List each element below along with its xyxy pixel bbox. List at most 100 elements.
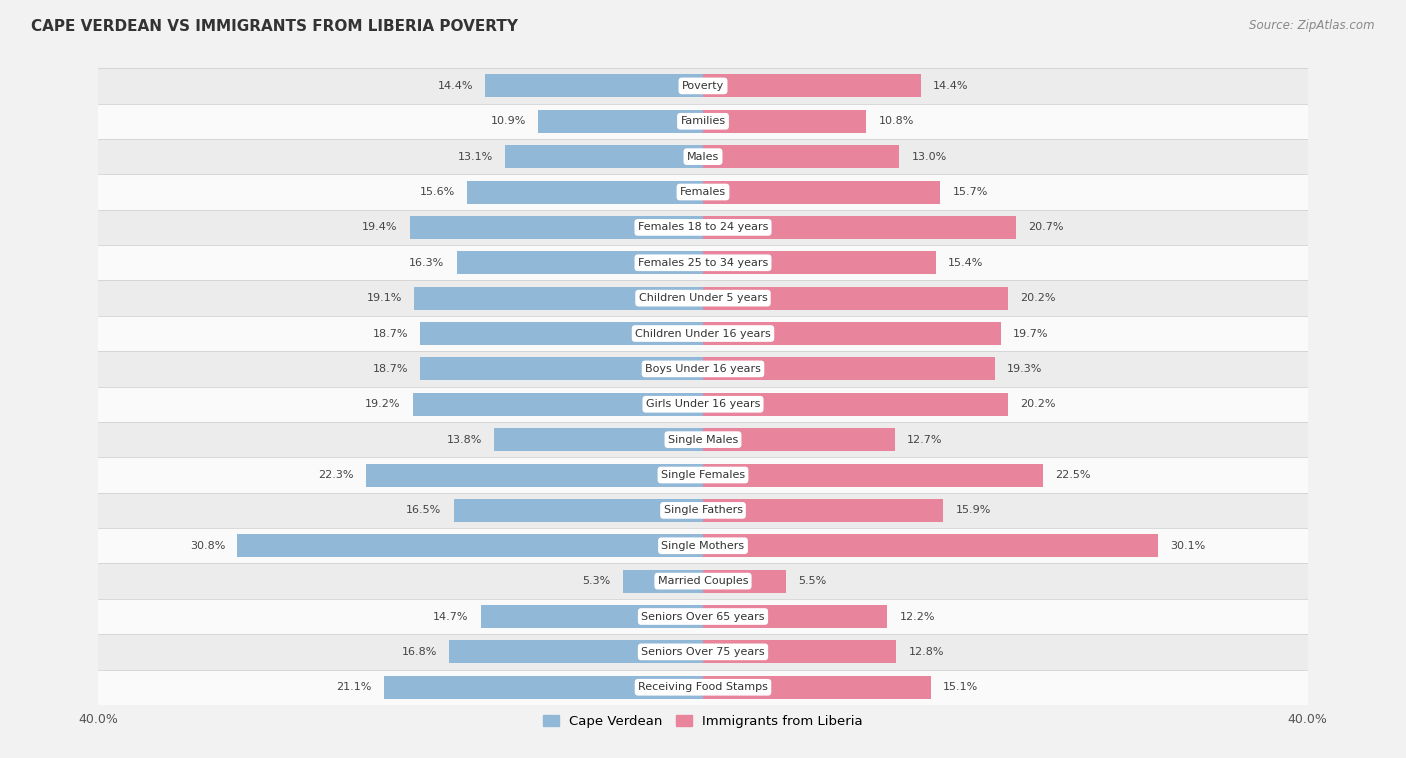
- Text: 12.2%: 12.2%: [900, 612, 935, 622]
- Bar: [703, 145, 900, 168]
- Bar: [454, 499, 703, 522]
- Bar: [481, 605, 703, 628]
- Text: 18.7%: 18.7%: [373, 328, 408, 339]
- Text: Receiving Food Stamps: Receiving Food Stamps: [638, 682, 768, 692]
- Bar: [98, 599, 1308, 634]
- Bar: [703, 464, 1043, 487]
- Text: 18.7%: 18.7%: [373, 364, 408, 374]
- Text: 21.1%: 21.1%: [336, 682, 373, 692]
- Bar: [238, 534, 703, 557]
- Bar: [98, 210, 1308, 245]
- Bar: [415, 287, 703, 310]
- Bar: [98, 493, 1308, 528]
- Text: 20.7%: 20.7%: [1028, 222, 1063, 233]
- Text: 13.8%: 13.8%: [447, 434, 482, 445]
- Text: Males: Males: [688, 152, 718, 161]
- Text: 19.2%: 19.2%: [366, 399, 401, 409]
- Bar: [703, 216, 1017, 239]
- Text: Females 25 to 34 years: Females 25 to 34 years: [638, 258, 768, 268]
- Bar: [703, 428, 896, 451]
- Bar: [485, 74, 703, 97]
- Text: 13.1%: 13.1%: [458, 152, 494, 161]
- Text: Seniors Over 65 years: Seniors Over 65 years: [641, 612, 765, 622]
- Text: Females: Females: [681, 187, 725, 197]
- Bar: [98, 316, 1308, 351]
- Text: 30.1%: 30.1%: [1170, 540, 1205, 551]
- Bar: [703, 676, 931, 699]
- Bar: [98, 245, 1308, 280]
- Text: 15.6%: 15.6%: [420, 187, 456, 197]
- Text: Children Under 16 years: Children Under 16 years: [636, 328, 770, 339]
- Text: Boys Under 16 years: Boys Under 16 years: [645, 364, 761, 374]
- Text: 14.4%: 14.4%: [437, 81, 474, 91]
- Bar: [98, 528, 1308, 563]
- Text: Single Mothers: Single Mothers: [661, 540, 745, 551]
- Text: 10.9%: 10.9%: [491, 116, 526, 127]
- Bar: [420, 358, 703, 381]
- Text: Girls Under 16 years: Girls Under 16 years: [645, 399, 761, 409]
- Bar: [98, 174, 1308, 210]
- Bar: [98, 280, 1308, 316]
- Legend: Cape Verdean, Immigrants from Liberia: Cape Verdean, Immigrants from Liberia: [537, 709, 869, 733]
- Text: 15.4%: 15.4%: [948, 258, 983, 268]
- Text: Single Fathers: Single Fathers: [664, 506, 742, 515]
- Bar: [703, 287, 1008, 310]
- Bar: [703, 322, 1001, 345]
- Text: 10.8%: 10.8%: [879, 116, 914, 127]
- Text: 22.3%: 22.3%: [318, 470, 354, 480]
- Text: 20.2%: 20.2%: [1021, 293, 1056, 303]
- Bar: [98, 457, 1308, 493]
- Text: 15.9%: 15.9%: [956, 506, 991, 515]
- Bar: [384, 676, 703, 699]
- Text: 14.7%: 14.7%: [433, 612, 468, 622]
- Text: 14.4%: 14.4%: [932, 81, 969, 91]
- Text: Single Females: Single Females: [661, 470, 745, 480]
- Bar: [703, 534, 1159, 557]
- Bar: [98, 387, 1308, 422]
- Bar: [703, 74, 921, 97]
- Bar: [98, 68, 1308, 104]
- Bar: [467, 180, 703, 204]
- Text: 16.3%: 16.3%: [409, 258, 444, 268]
- Text: 15.1%: 15.1%: [943, 682, 979, 692]
- Bar: [413, 393, 703, 415]
- Text: 12.7%: 12.7%: [907, 434, 942, 445]
- Text: Children Under 5 years: Children Under 5 years: [638, 293, 768, 303]
- Bar: [98, 563, 1308, 599]
- Text: Families: Families: [681, 116, 725, 127]
- Bar: [538, 110, 703, 133]
- Bar: [703, 393, 1008, 415]
- Text: 16.8%: 16.8%: [402, 647, 437, 657]
- Bar: [703, 499, 943, 522]
- Bar: [703, 180, 941, 204]
- Text: Source: ZipAtlas.com: Source: ZipAtlas.com: [1250, 19, 1375, 32]
- Bar: [98, 634, 1308, 669]
- Text: 20.2%: 20.2%: [1021, 399, 1056, 409]
- Bar: [703, 605, 887, 628]
- Bar: [420, 322, 703, 345]
- Bar: [703, 641, 897, 663]
- Text: 19.7%: 19.7%: [1012, 328, 1049, 339]
- Text: 19.1%: 19.1%: [367, 293, 402, 303]
- Bar: [703, 110, 866, 133]
- Bar: [505, 145, 703, 168]
- Text: 13.0%: 13.0%: [911, 152, 946, 161]
- Text: 5.5%: 5.5%: [799, 576, 827, 586]
- Text: CAPE VERDEAN VS IMMIGRANTS FROM LIBERIA POVERTY: CAPE VERDEAN VS IMMIGRANTS FROM LIBERIA …: [31, 19, 517, 34]
- Text: Married Couples: Married Couples: [658, 576, 748, 586]
- Text: 30.8%: 30.8%: [190, 540, 225, 551]
- Bar: [98, 422, 1308, 457]
- Bar: [98, 669, 1308, 705]
- Text: Females 18 to 24 years: Females 18 to 24 years: [638, 222, 768, 233]
- Bar: [98, 351, 1308, 387]
- Bar: [495, 428, 703, 451]
- Text: 22.5%: 22.5%: [1054, 470, 1091, 480]
- Text: Seniors Over 75 years: Seniors Over 75 years: [641, 647, 765, 657]
- Text: 5.3%: 5.3%: [582, 576, 610, 586]
- Bar: [457, 252, 703, 274]
- Bar: [449, 641, 703, 663]
- Text: 15.7%: 15.7%: [952, 187, 988, 197]
- Bar: [703, 252, 936, 274]
- Bar: [366, 464, 703, 487]
- Bar: [703, 570, 786, 593]
